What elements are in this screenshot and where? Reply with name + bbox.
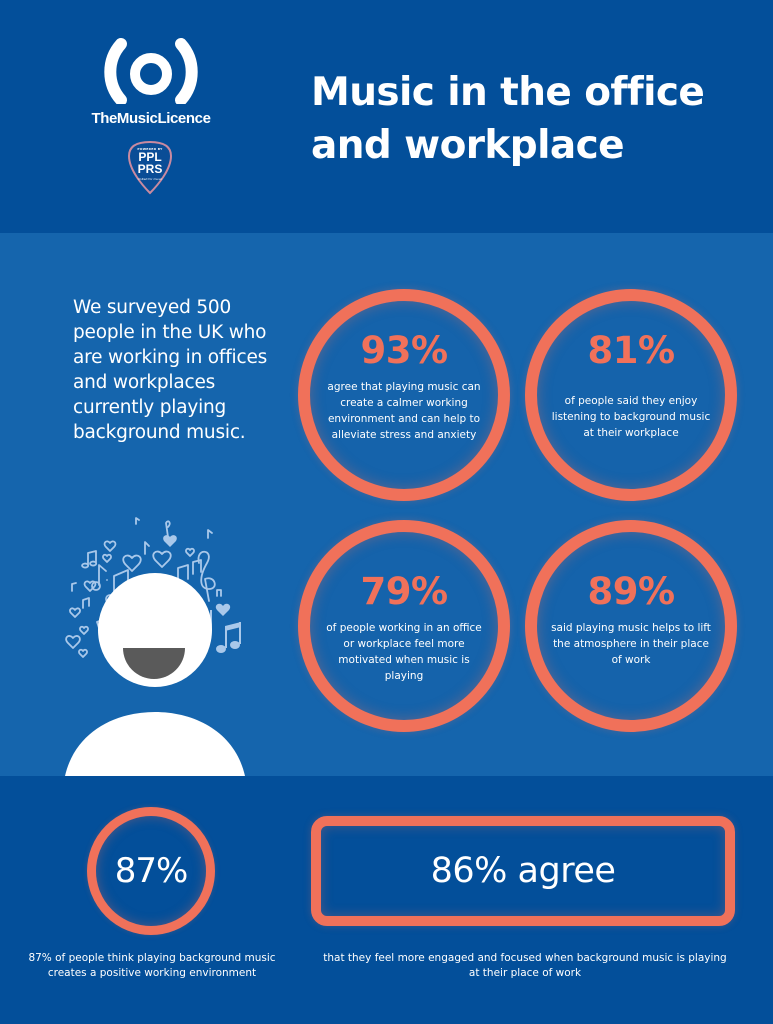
stat-circle-81: 81% of people said they enjoy listening … xyxy=(525,289,737,501)
happy-person-with-music-notes-icon xyxy=(55,510,255,776)
badge-prs: PRS xyxy=(137,162,163,176)
stat-ring-caption: 87% of people think playing background m… xyxy=(28,952,276,979)
stat-circle-89: 89% said playing music helps to lift the… xyxy=(525,520,737,732)
brand-logo: TheMusicLicence xyxy=(78,38,224,127)
stat-circle-93: 93% agree that playing music can create … xyxy=(298,289,510,501)
ppl-prs-badge: POWERED BY PPL PRS United for music xyxy=(127,140,173,195)
stat-ring-value: 87% xyxy=(114,851,189,891)
badge-ppl: PPL xyxy=(138,150,162,164)
header-section: TheMusicLicence POWERED BY PPL PRS Unite… xyxy=(0,0,773,233)
page-title: Music in the office and workplace xyxy=(311,66,751,172)
stat-description: said playing music helps to lift the atm… xyxy=(551,622,711,666)
stat-circle-79: 79% of people working in an office or wo… xyxy=(298,520,510,732)
stat-box-caption: that they feel more engaged and focused … xyxy=(323,952,727,979)
stat-box-86: 86% agree xyxy=(311,816,735,926)
title-line-2: and workplace xyxy=(311,123,625,168)
badge-tagline: United for music xyxy=(137,177,163,181)
smile-mouth xyxy=(123,648,185,679)
body xyxy=(65,712,245,776)
stat-value: 93% xyxy=(360,329,448,372)
stat-value: 81% xyxy=(587,329,675,372)
stat-description: of people working in an office or workpl… xyxy=(326,622,482,682)
title-line-1: Music in the office xyxy=(311,70,705,115)
treble-clef-icon xyxy=(197,550,216,602)
stat-ring-87: 87% xyxy=(87,807,215,935)
brand-name: TheMusicLicence xyxy=(91,110,211,127)
summary-section: 87% 87% of people think playing backgrou… xyxy=(0,776,773,1024)
survey-intro-text: We surveyed 500 people in the UK who are… xyxy=(73,297,268,443)
stat-description: of people said they enjoy listening to b… xyxy=(551,395,711,439)
badge-powered-by: POWERED BY xyxy=(137,147,163,151)
guitar-pick-icon xyxy=(127,140,173,195)
stat-description: agree that playing music can create a ca… xyxy=(327,381,481,441)
survey-section: We surveyed 500 people in the UK who are… xyxy=(0,233,773,776)
stat-box-value: 86% agree xyxy=(430,851,616,891)
stat-value: 79% xyxy=(360,570,448,613)
filled-notes xyxy=(163,535,241,653)
broadcast-signal-icon xyxy=(104,38,198,104)
stat-value: 89% xyxy=(587,570,675,613)
